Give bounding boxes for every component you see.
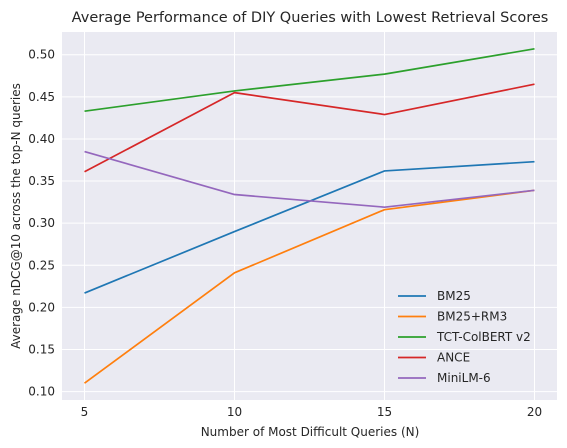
x-tick-label: 15: [377, 405, 392, 419]
x-tick-label: 5: [81, 405, 89, 419]
x-tick-labels: 5 10 15 20: [81, 405, 542, 419]
y-tick-label: 0.15: [28, 342, 55, 356]
legend-entry-tct-colbert-v2: TCT-ColBERT v2: [436, 330, 531, 344]
y-tick-label: 0.45: [28, 90, 55, 104]
legend-entry-minilm-6: MiniLM-6: [437, 371, 491, 385]
legend-entry-bm25-rm3: BM25+RM3: [437, 310, 507, 324]
series-line-bm25-rm3: [83, 189, 535, 384]
y-tick-label: 0.30: [28, 216, 55, 230]
y-axis-label: Average nDCG@10 across the top-N queries: [9, 83, 23, 349]
series-line-minilm-6: [84, 150, 535, 209]
series-line-tct-colbert-v2: [84, 48, 535, 113]
grid-lines: [62, 32, 557, 400]
y-tick-labels: 0.10 0.15 0.20 0.25 0.30 0.35 0.40 0.45 0.50: [28, 48, 55, 399]
x-tick-label: 10: [227, 405, 242, 419]
y-tick-label: 0.20: [28, 300, 55, 314]
y-tick-label: 0.50: [28, 48, 55, 62]
series-line-ance: [84, 83, 535, 173]
series-lines: [83, 48, 535, 384]
chart-title: Average Performance of DIY Queries with …: [72, 10, 549, 26]
x-tick-label: 20: [527, 405, 542, 419]
y-tick-label: 0.40: [28, 132, 55, 146]
y-tick-label: 0.25: [28, 258, 55, 272]
legend: BM25 BM25+RM3 TCT-ColBERT v2 ANCE MiniLM-6: [398, 289, 531, 385]
x-axis-label: Number of Most Difficult Queries (N): [201, 425, 420, 439]
legend-entry-bm25: BM25: [437, 289, 471, 303]
y-tick-label: 0.35: [28, 174, 55, 188]
y-tick-label: 0.10: [28, 385, 55, 399]
legend-entry-ance: ANCE: [437, 351, 470, 365]
